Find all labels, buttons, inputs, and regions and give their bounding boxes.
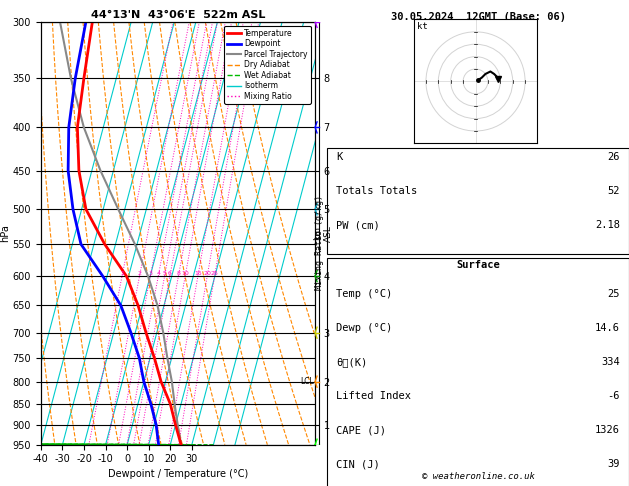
- Bar: [327, 258, 629, 486]
- Y-axis label: hPa: hPa: [0, 225, 10, 242]
- Text: 5: 5: [163, 271, 167, 276]
- Text: kt: kt: [417, 22, 428, 32]
- Text: PW (cm): PW (cm): [336, 220, 380, 230]
- Text: Temp (°C): Temp (°C): [336, 289, 392, 299]
- Text: Mixing Ratio (g/kg): Mixing Ratio (g/kg): [315, 195, 324, 291]
- Legend: Temperature, Dewpoint, Parcel Trajectory, Dry Adiabat, Wet Adiabat, Isotherm, Mi: Temperature, Dewpoint, Parcel Trajectory…: [225, 26, 311, 104]
- Text: CAPE (J): CAPE (J): [336, 425, 386, 435]
- Text: 52: 52: [608, 186, 620, 196]
- Title: 44°13'N  43°06'E  522m ASL: 44°13'N 43°06'E 522m ASL: [91, 10, 265, 20]
- Text: LCL: LCL: [301, 377, 314, 386]
- Text: 14.6: 14.6: [595, 323, 620, 333]
- Text: 1: 1: [120, 271, 124, 276]
- Text: 25: 25: [211, 271, 218, 276]
- Text: K: K: [336, 152, 342, 162]
- Bar: [327, 148, 629, 254]
- Text: Surface: Surface: [456, 260, 500, 270]
- Text: θᴇ(K): θᴇ(K): [336, 357, 367, 367]
- Text: 25: 25: [608, 289, 620, 299]
- Text: Totals Totals: Totals Totals: [336, 186, 418, 196]
- Text: 1326: 1326: [595, 425, 620, 435]
- Text: CIN (J): CIN (J): [336, 459, 380, 469]
- Text: 15: 15: [194, 271, 202, 276]
- X-axis label: Dewpoint / Temperature (°C): Dewpoint / Temperature (°C): [108, 469, 248, 479]
- Text: 30.05.2024  12GMT (Base: 06): 30.05.2024 12GMT (Base: 06): [391, 12, 565, 22]
- Text: Lifted Index: Lifted Index: [336, 391, 411, 401]
- Text: 26: 26: [608, 152, 620, 162]
- Text: 3: 3: [148, 271, 152, 276]
- Text: -6: -6: [608, 391, 620, 401]
- Text: © weatheronline.co.uk: © weatheronline.co.uk: [421, 472, 535, 481]
- Y-axis label: km
ASL: km ASL: [313, 225, 333, 242]
- Text: 2: 2: [138, 271, 142, 276]
- Text: 20: 20: [203, 271, 211, 276]
- Text: 4: 4: [156, 271, 160, 276]
- Text: 8: 8: [177, 271, 181, 276]
- Text: Dewp (°C): Dewp (°C): [336, 323, 392, 333]
- Text: 39: 39: [608, 459, 620, 469]
- Text: 334: 334: [601, 357, 620, 367]
- Text: 10: 10: [181, 271, 189, 276]
- Text: 2.18: 2.18: [595, 220, 620, 230]
- Text: 6: 6: [168, 271, 172, 276]
